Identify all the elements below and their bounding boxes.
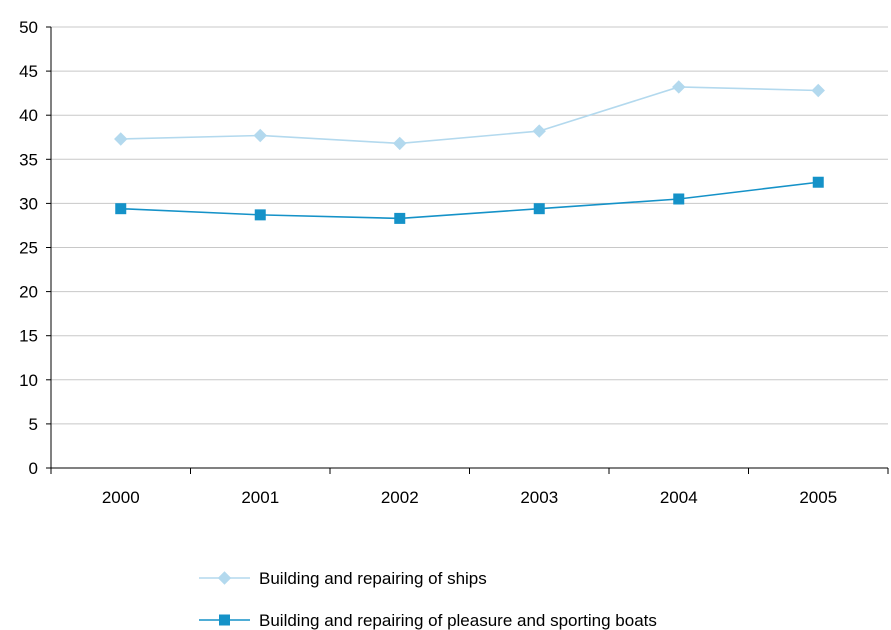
y-tick-label: 0	[29, 459, 38, 478]
data-point-marker	[812, 176, 824, 188]
legend-marker	[217, 571, 232, 585]
y-tick-label: 45	[19, 62, 38, 81]
data-point-marker	[115, 203, 127, 215]
legend-item: Building and repairing of ships	[199, 569, 487, 588]
series-line	[120, 181, 819, 220]
y-tick-label: 10	[19, 371, 38, 390]
x-tick-label: 2001	[241, 488, 279, 507]
y-tick-label: 30	[19, 194, 38, 213]
y-tick-label: 50	[19, 18, 38, 37]
legend: Building and repairing of ships Building …	[199, 569, 657, 630]
y-tick-label: 25	[19, 239, 38, 258]
series-2	[115, 176, 824, 224]
data-point-marker	[672, 80, 686, 94]
series-1	[114, 80, 825, 151]
x-tick-label: 2003	[520, 488, 558, 507]
x-tick-labels: 2000 2001 2002 2003 2004 2005	[102, 488, 837, 507]
legend-label: Building and repairing of pleasure and s…	[259, 611, 657, 630]
data-point-marker	[254, 209, 266, 221]
legend-label: Building and repairing of ships	[259, 569, 487, 588]
data-point-marker	[114, 132, 128, 146]
gridlines	[51, 26, 888, 425]
x-tick-label: 2000	[102, 488, 140, 507]
series-line	[120, 86, 819, 145]
y-tick-label: 15	[19, 327, 38, 346]
y-tick-label: 5	[29, 415, 38, 434]
axes	[46, 26, 889, 474]
x-tick-label: 2002	[381, 488, 419, 507]
legend-marker	[219, 614, 230, 626]
series-group	[114, 80, 825, 224]
data-point-marker	[532, 124, 546, 138]
data-point-marker	[673, 193, 685, 205]
x-tick-label: 2004	[660, 488, 698, 507]
data-point-marker	[393, 136, 407, 151]
y-tick-labels: 0 5 10 15 20 25 30 35 40 45 50	[19, 18, 38, 478]
y-tick-label: 40	[19, 106, 38, 125]
data-point-marker	[253, 128, 267, 143]
y-tick-label: 20	[19, 283, 38, 302]
data-point-marker	[811, 83, 825, 98]
data-point-marker	[533, 203, 545, 215]
data-point-marker	[394, 212, 406, 224]
y-tick-label: 35	[19, 150, 38, 169]
x-tick-label: 2005	[799, 488, 837, 507]
legend-item: Building and repairing of pleasure and s…	[199, 611, 657, 630]
